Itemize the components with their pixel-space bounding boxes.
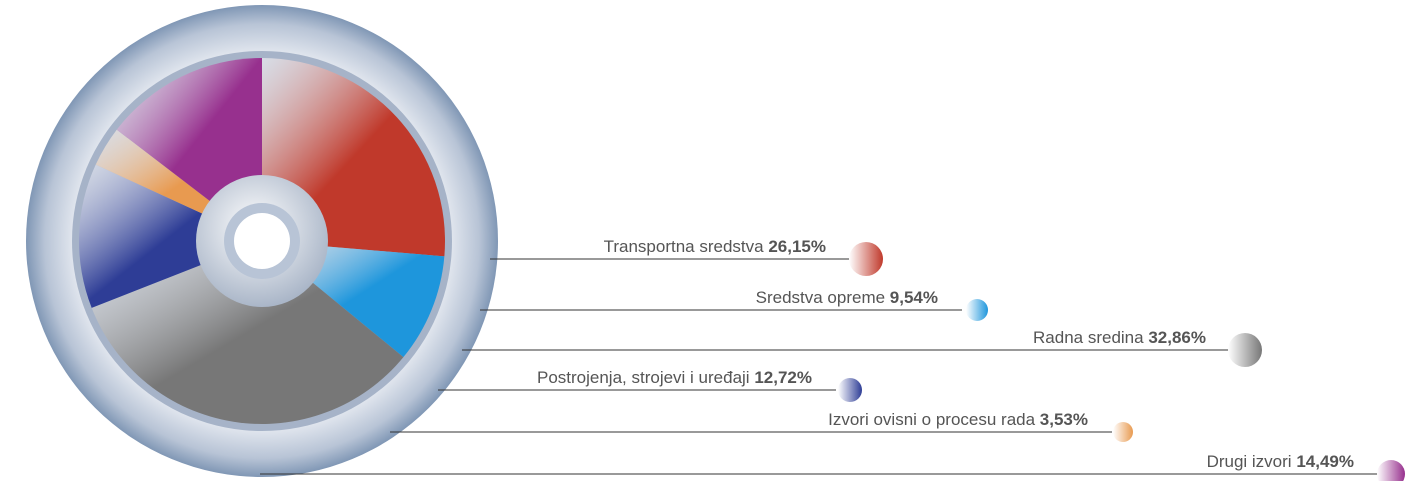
value-label: 9,54% [890, 288, 938, 307]
slice-label: Postrojenja, strojevi i uređaji 12,72% [537, 368, 812, 387]
category-name: Sredstva opreme [756, 288, 885, 307]
category-name: Postrojenja, strojevi i uređaji [537, 368, 750, 387]
legend-dot [849, 242, 883, 276]
legend-dot [1377, 460, 1405, 481]
value-label: 3,53% [1040, 410, 1088, 429]
value-label: 12,72% [754, 368, 812, 387]
slice-label: Sredstva opreme 9,54% [756, 288, 938, 307]
hub-hole [234, 213, 290, 269]
value-label: 32,86% [1148, 328, 1206, 347]
pie-slice [79, 164, 262, 308]
slice-label: Izvori ovisni o procesu rada 3,53% [828, 410, 1088, 429]
legend-dot [1228, 333, 1262, 367]
slice-label: Drugi izvori 14,49% [1207, 452, 1354, 471]
slice-label: Radna sredina 32,86% [1033, 328, 1206, 347]
value-label: 14,49% [1296, 452, 1354, 471]
legend-dot [1113, 422, 1133, 442]
slice-label: Transportna sredstva 26,15% [604, 237, 826, 256]
category-name: Radna sredina [1033, 328, 1144, 347]
category-name: Transportna sredstva [604, 237, 765, 256]
category-name: Drugi izvori [1207, 452, 1292, 471]
category-name: Izvori ovisni o procesu rada [828, 410, 1035, 429]
pie-slice [91, 241, 404, 424]
value-label: 26,15% [768, 237, 826, 256]
legend-dot [966, 299, 988, 321]
legend-dot [838, 378, 862, 402]
